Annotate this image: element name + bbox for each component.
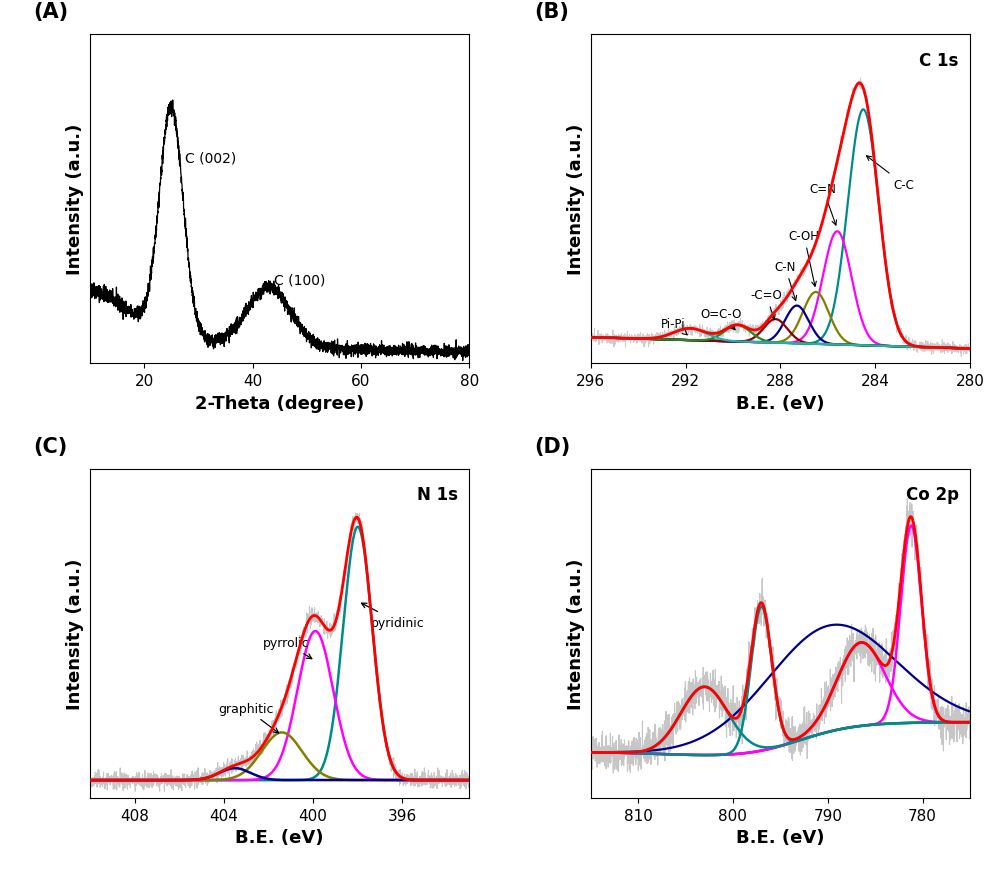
- Text: (D): (D): [534, 436, 570, 456]
- Text: (C): (C): [33, 436, 67, 456]
- Text: Pi-Pi: Pi-Pi: [661, 317, 687, 336]
- Text: N 1s: N 1s: [417, 486, 458, 503]
- X-axis label: B.E. (eV): B.E. (eV): [736, 828, 825, 846]
- Y-axis label: Intensity (a.u.): Intensity (a.u.): [66, 558, 84, 709]
- Y-axis label: Intensity (a.u.): Intensity (a.u.): [567, 558, 585, 709]
- Text: C-N: C-N: [774, 260, 797, 301]
- Text: (A): (A): [33, 2, 68, 22]
- X-axis label: 2-Theta (degree): 2-Theta (degree): [195, 394, 364, 412]
- Text: (B): (B): [534, 2, 569, 22]
- Text: C (100): C (100): [274, 274, 326, 288]
- Text: pyridinic: pyridinic: [361, 603, 425, 629]
- Text: C 1s: C 1s: [919, 52, 959, 69]
- Text: C=N: C=N: [810, 183, 837, 226]
- Text: C-C: C-C: [867, 157, 914, 191]
- Text: graphitic: graphitic: [218, 702, 279, 733]
- Text: Co 2p: Co 2p: [906, 486, 959, 503]
- Y-axis label: Intensity (a.u.): Intensity (a.u.): [66, 124, 84, 275]
- X-axis label: B.E. (eV): B.E. (eV): [235, 828, 324, 846]
- X-axis label: B.E. (eV): B.E. (eV): [736, 394, 825, 412]
- Text: C-OH: C-OH: [789, 230, 820, 287]
- Text: -C=O: -C=O: [750, 289, 782, 320]
- Y-axis label: Intensity (a.u.): Intensity (a.u.): [567, 124, 585, 275]
- Text: C (002): C (002): [185, 151, 236, 165]
- Text: O=C-O: O=C-O: [700, 308, 742, 331]
- Text: pyrrolic: pyrrolic: [263, 637, 312, 659]
